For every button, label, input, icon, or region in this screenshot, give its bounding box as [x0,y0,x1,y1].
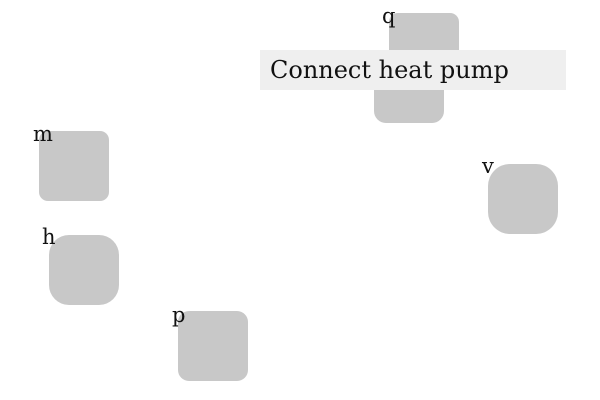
tile-m[interactable] [39,131,109,201]
tile-p[interactable] [178,311,248,381]
tile-h-label: h [42,225,56,249]
instruction-banner: Connect heat pump [260,50,566,90]
tile-v-label: v [482,154,494,178]
tile-q-label: q [382,4,396,28]
tile-p-label: p [172,303,186,327]
tile-v[interactable] [488,164,558,234]
tile-m-label: m [33,122,53,146]
tile-h[interactable] [49,235,119,305]
